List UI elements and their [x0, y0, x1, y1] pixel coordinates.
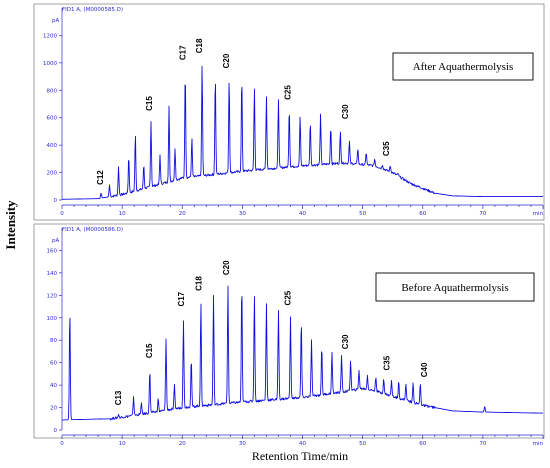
legend-box	[375, 272, 535, 302]
legend-box	[392, 52, 534, 81]
y-axis: 0 20 40 60 80 100 120 140 160	[47, 228, 63, 434]
peak-label-c17: C17	[177, 291, 186, 306]
x-tick-label: 0	[60, 211, 64, 217]
y-tick-label: 1000	[43, 61, 57, 67]
peak-label-c35: C35	[383, 355, 392, 370]
panel-header: FID1 A, (M0000586.D)	[62, 227, 123, 233]
peak-label-c18: C18	[194, 276, 203, 291]
x-tick-label: 10	[119, 441, 126, 447]
y-unit-label: pA	[52, 18, 59, 24]
y-tick-label: 400	[47, 143, 58, 149]
panel-header: FID1 A, (M0000585.D)	[62, 7, 123, 13]
peak-label-c20: C20	[222, 260, 231, 275]
chromatogram-trace	[62, 285, 543, 421]
x-tick-label: 20	[179, 441, 186, 447]
peak-label-c40: C40	[420, 362, 429, 377]
y-tick-label: 1200	[43, 33, 57, 39]
y-tick-label: 600	[47, 116, 58, 122]
y-tick-label: 0	[54, 198, 58, 204]
peak-labels: C12 C15 C17 C18 C20 C25 C30 C35	[96, 38, 391, 185]
peak-label-c15: C15	[145, 343, 154, 358]
y-tick-label: 80	[50, 338, 57, 344]
legend-label: Before Aquathermolysis	[401, 282, 508, 294]
x-axis: 0 10 20 30 40 50 60 70 min	[60, 204, 544, 217]
peak-label-c17: C17	[178, 45, 187, 60]
x-tick-label: 0	[60, 441, 64, 447]
y-tick-label: 800	[47, 88, 58, 94]
peak-labels: C13 C15 C17 C18 C20 C25 C30 C35 C40	[114, 260, 429, 405]
x-tick-label: 50	[359, 211, 366, 217]
x-tick-label: 50	[359, 441, 366, 447]
y-tick-label: 200	[47, 171, 58, 177]
peak-label-c25: C25	[283, 85, 292, 100]
y-tick-label: 120	[47, 293, 58, 299]
peak-label-c30: C30	[341, 104, 350, 119]
peak-label-c15: C15	[145, 96, 154, 111]
chromatogram-trace	[62, 65, 543, 200]
x-tick-label: 70	[479, 441, 486, 447]
y-tick-label: 60	[50, 361, 57, 367]
peak-label-c30: C30	[341, 334, 350, 349]
x-unit-label: min	[533, 441, 544, 447]
y-tick-label: 140	[47, 271, 58, 277]
x-tick-label: 20	[179, 211, 186, 217]
x-tick-label: 40	[299, 441, 306, 447]
x-tick-label: 60	[419, 211, 426, 217]
y-axis-title: Intensity	[3, 200, 18, 250]
y-axis: 0 200 400 600 800 1000 1200	[43, 8, 63, 204]
peak-label-c12: C12	[96, 170, 105, 185]
panel-frame	[33, 223, 545, 439]
x-tick-label: 10	[119, 211, 126, 217]
x-tick-label: 40	[299, 211, 306, 217]
x-tick-label: 60	[419, 441, 426, 447]
panel-before-aquathermolysis: FID1 A, (M0000586.D) pA 0204060801001201…	[33, 223, 545, 447]
x-tick-label: 30	[239, 211, 246, 217]
panel-after-aquathermolysis: FID1 A, (M0000585.D) pA 0200400600800100…	[33, 3, 545, 221]
peak-label-c35: C35	[382, 141, 391, 156]
y-tick-label: 40	[50, 383, 57, 389]
x-tick-label: 30	[239, 441, 246, 447]
peak-label-c13: C13	[114, 390, 123, 405]
x-axis-title: Retention Time/min	[252, 449, 348, 463]
y-unit-label: pA	[52, 238, 59, 244]
panel-frame	[33, 3, 545, 221]
peak-label-c25: C25	[283, 290, 292, 305]
y-tick-label: 100	[47, 316, 58, 322]
y-tick-label: 20	[50, 406, 57, 412]
peak-label-c18: C18	[195, 38, 204, 53]
legend-label: After Aquathermolysis	[413, 61, 514, 73]
x-tick-label: 70	[479, 211, 486, 217]
y-tick-label: 160	[47, 248, 58, 254]
peak-label-c20: C20	[222, 53, 231, 68]
y-tick-label: 0	[54, 428, 58, 434]
x-unit-label: min	[533, 211, 544, 217]
x-axis: 0 10 20 30 40 50 60 70 min	[60, 434, 544, 447]
